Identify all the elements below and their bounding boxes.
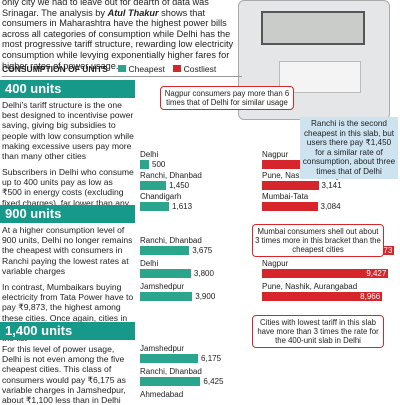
value-label: 3,800 xyxy=(193,269,214,278)
bar xyxy=(140,377,201,386)
bar xyxy=(262,202,318,211)
intro-text: The analysis by xyxy=(41,7,108,18)
bar xyxy=(140,181,167,190)
bar xyxy=(262,269,389,278)
value-label: 3,900 xyxy=(195,292,216,301)
meter-display xyxy=(261,11,365,45)
callout: Mumbai consumers shell out about 3 times… xyxy=(252,224,384,257)
value-label: 3,141 xyxy=(321,181,342,190)
bar-label: Ranchi, Dhanbad xyxy=(140,171,202,180)
bar-label: Nagpur xyxy=(262,259,289,268)
author: Atul Thakur xyxy=(107,7,159,18)
intro: only city we had to leave out for dearth… xyxy=(2,0,242,71)
legend: CONSUMPTION OF UNITS Cheapest Costliest xyxy=(2,64,242,77)
section-heading: 1,400 units xyxy=(0,322,135,340)
callout: Ranchi is the second cheapest in this sl… xyxy=(300,117,398,179)
section-heading: 900 units xyxy=(0,205,135,223)
bar-label: Ranchi, Dhanbad xyxy=(140,367,202,376)
section-heading: 400 units xyxy=(0,80,135,98)
paragraph: For this level of power usage, Delhi is … xyxy=(2,344,126,405)
value-label: 6,175 xyxy=(201,354,222,363)
bar-label: Mumbai-Tata xyxy=(262,192,309,201)
bar xyxy=(262,160,320,169)
value-label: 9,427 xyxy=(366,269,387,278)
bar xyxy=(262,292,383,301)
bar xyxy=(140,354,199,363)
bar xyxy=(140,246,190,255)
callout: Cities with lowest tariff in this slab h… xyxy=(252,315,384,348)
bar-label: Chandigarh xyxy=(140,192,182,201)
value-label: 3,084 xyxy=(320,202,341,211)
legend-swatch xyxy=(173,65,182,72)
legend-swatch xyxy=(118,65,127,72)
bar xyxy=(140,160,149,169)
value-label: 1,450 xyxy=(169,181,190,190)
bar-label: Delhi xyxy=(140,259,159,268)
bar-label: Ranchi, Dhanbad xyxy=(140,236,202,245)
bar-label: Ahmedabad xyxy=(140,390,184,399)
paragraph: At a higher consumption level of 900 uni… xyxy=(2,225,133,276)
intro-lead: only city we had to leave out for dearth… xyxy=(2,0,209,18)
bar-label: Jamshedpur xyxy=(140,282,185,291)
value-label: 1,613 xyxy=(172,202,193,211)
paragraph: Delhi's tariff structure is the one best… xyxy=(2,100,134,162)
value-label: 500 xyxy=(152,160,166,169)
meter-label xyxy=(279,61,361,93)
bar-label: Delhi xyxy=(140,150,159,159)
legend-label: Cheapest xyxy=(128,64,165,74)
bar xyxy=(140,202,170,211)
intro-text: shows that consumers in Maharashtra have… xyxy=(2,7,234,71)
bar-label: Jamshedpur xyxy=(140,344,185,353)
value-label: 3,675 xyxy=(192,246,213,255)
bar xyxy=(140,269,191,278)
value-label: 6,425 xyxy=(203,377,224,386)
bar-label: Nagpur xyxy=(262,150,289,159)
bar xyxy=(262,181,319,190)
bar xyxy=(140,292,193,301)
legend-label: Costliest xyxy=(183,64,217,74)
value-label: 8,966 xyxy=(360,292,381,301)
bar-label: Pune, Nashik, Aurangabad xyxy=(262,282,358,291)
callout: Nagpur consumers pay more than 6 times t… xyxy=(160,86,294,110)
legend-title: CONSUMPTION OF UNITS xyxy=(2,64,108,74)
